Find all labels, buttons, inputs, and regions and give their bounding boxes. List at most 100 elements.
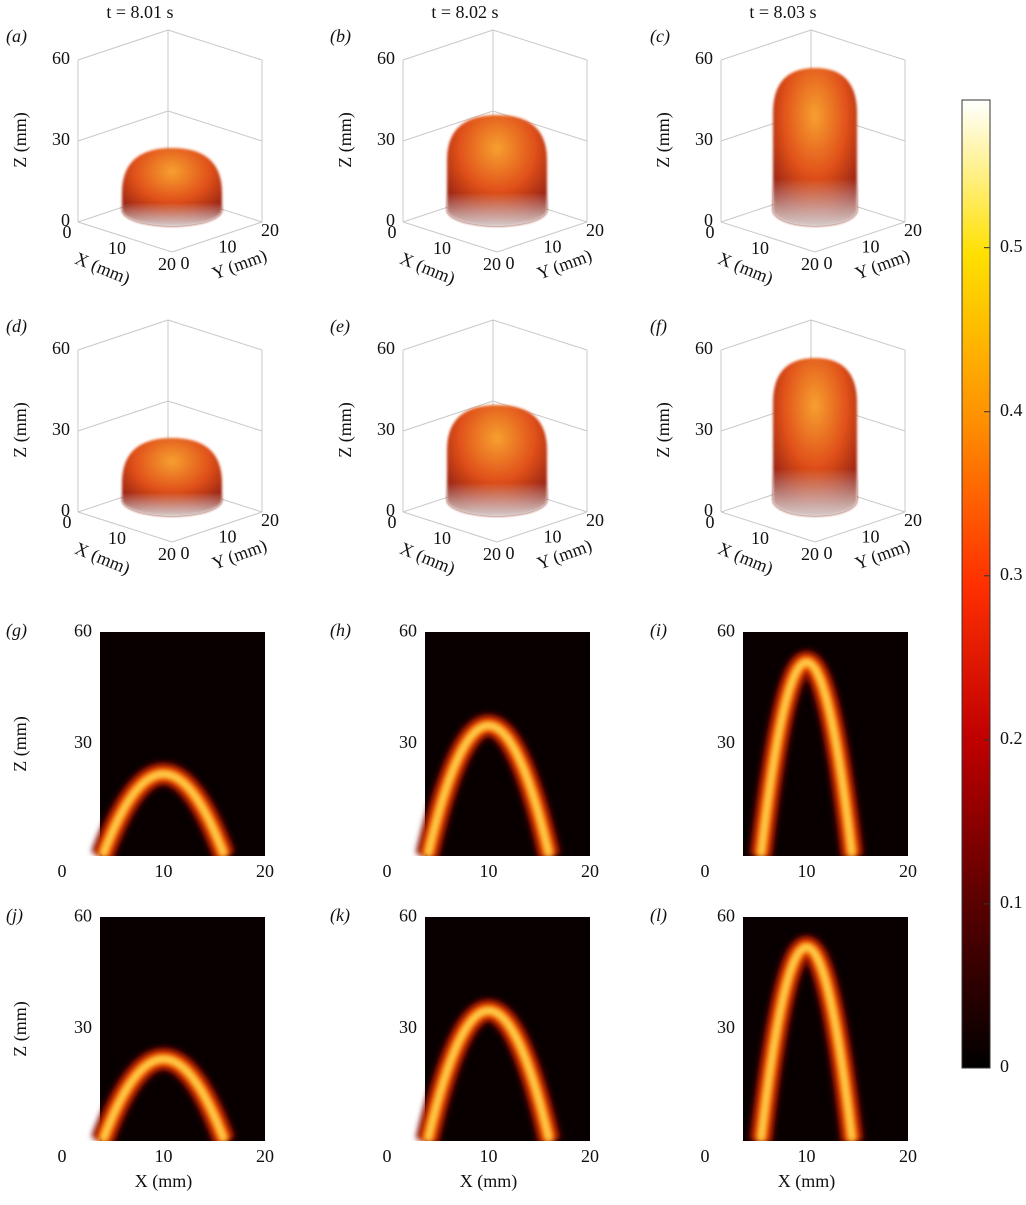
- x-tick-label: 20: [581, 861, 599, 881]
- box-line: [168, 401, 262, 431]
- y-tick-label: 10: [219, 237, 237, 257]
- panel-label: (d): [6, 316, 27, 337]
- z-axis-label: Z (mm): [335, 402, 356, 458]
- z-tick-label: 30: [717, 1017, 735, 1037]
- x-tick-label: 10: [480, 861, 498, 881]
- x-tick-label: 10: [798, 1146, 816, 1166]
- x-tick-label: 0: [706, 512, 715, 532]
- box-line: [78, 401, 168, 431]
- z-tick-label: 60: [695, 338, 713, 358]
- x-tick-label: 10: [433, 238, 451, 258]
- z-tick-label: 30: [377, 129, 395, 149]
- x-tick-label: 0: [388, 512, 397, 532]
- panel-label: (a): [6, 26, 27, 47]
- z-tick-label: 60: [399, 620, 417, 640]
- time-label: t = 8.02 s: [431, 2, 498, 22]
- z-tick-label: 60: [52, 338, 70, 358]
- y-tick-label: 0: [506, 543, 515, 563]
- y-tick-label: 0: [824, 543, 833, 563]
- x-tick-label: 10: [155, 861, 173, 881]
- z-tick-label: 60: [399, 905, 417, 925]
- plume-base: [122, 438, 222, 516]
- z-tick-label: 30: [695, 129, 713, 149]
- z-tick-label: 30: [377, 419, 395, 439]
- z-tick-label: 60: [717, 620, 735, 640]
- y-tick-label: 20: [904, 220, 922, 240]
- z-tick-label: 30: [74, 732, 92, 752]
- plume-base: [447, 405, 547, 516]
- z-tick-label: 60: [74, 620, 92, 640]
- colorbar-tick-label: 0: [1000, 1056, 1009, 1076]
- z-tick-label: 60: [695, 48, 713, 68]
- box-line: [78, 320, 168, 350]
- z-tick-label: 30: [52, 129, 70, 149]
- x-tick-label: 0: [701, 1146, 710, 1166]
- box-line: [815, 222, 905, 252]
- y-tick-label: 20: [261, 220, 279, 240]
- x-tick-label: 10: [433, 528, 451, 548]
- z-axis-label: Z (mm): [10, 1001, 31, 1057]
- x-axis-label: X (mm): [460, 1171, 518, 1192]
- z-axis-label: Z (mm): [653, 112, 674, 168]
- z-tick-label: 60: [52, 48, 70, 68]
- z-tick-label: 30: [399, 732, 417, 752]
- z-tick-label: 30: [52, 419, 70, 439]
- page: Figure html, body { margin: 0; padding: …: [0, 0, 1026, 1200]
- panel-label: (j): [6, 905, 23, 926]
- box-line: [811, 320, 905, 350]
- z-tick-label: 60: [74, 905, 92, 925]
- time-label: t = 8.01 s: [106, 2, 173, 22]
- x-tick-label: 10: [108, 238, 126, 258]
- box-line: [811, 30, 905, 60]
- x-tick-label: 20: [256, 861, 274, 881]
- panel-label: (b): [330, 26, 351, 47]
- x-tick-label: 20: [483, 544, 501, 564]
- x-tick-label: 0: [63, 512, 72, 532]
- plume-base: [773, 68, 857, 226]
- z-axis-label: Z (mm): [335, 112, 356, 168]
- plume-base: [122, 148, 222, 226]
- panel-label: (c): [650, 26, 670, 47]
- y-tick-label: 0: [824, 253, 833, 273]
- x-tick-label: 0: [706, 222, 715, 242]
- box-line: [172, 512, 262, 542]
- y-tick-label: 10: [862, 527, 880, 547]
- x-axis-label: X (mm): [778, 1171, 836, 1192]
- colorbar-tick-label: 0.5: [1000, 236, 1023, 256]
- y-tick-label: 10: [544, 527, 562, 547]
- plume-base: [773, 358, 857, 516]
- x-tick-label: 10: [751, 238, 769, 258]
- y-tick-label: 20: [586, 510, 604, 530]
- panel-label: (k): [330, 905, 350, 926]
- x-tick-label: 20: [899, 1146, 917, 1166]
- box-line: [721, 320, 811, 350]
- x-tick-label: 10: [751, 528, 769, 548]
- y-tick-label: 20: [904, 510, 922, 530]
- box-line: [78, 30, 168, 60]
- plume-base: [447, 115, 547, 226]
- x-tick-label: 10: [108, 528, 126, 548]
- x-tick-label: 20: [483, 254, 501, 274]
- box-line: [721, 30, 811, 60]
- z-axis-label: Z (mm): [10, 402, 31, 458]
- box-line: [168, 111, 262, 141]
- colorbar-tick-label: 0.1: [1000, 892, 1023, 912]
- x-tick-label: 0: [383, 1146, 392, 1166]
- y-tick-label: 0: [181, 253, 190, 273]
- panel-label: (e): [330, 316, 350, 337]
- z-axis-label: Z (mm): [653, 402, 674, 458]
- panel-label: (g): [6, 620, 27, 641]
- box-line: [78, 111, 168, 141]
- y-tick-label: 10: [544, 237, 562, 257]
- y-tick-label: 20: [586, 220, 604, 240]
- z-tick-label: 60: [377, 338, 395, 358]
- box-line: [493, 30, 587, 60]
- z-tick-label: 60: [377, 48, 395, 68]
- x-tick-label: 20: [256, 1146, 274, 1166]
- y-tick-label: 10: [862, 237, 880, 257]
- time-label: t = 8.03 s: [749, 2, 816, 22]
- box-line: [172, 222, 262, 252]
- z-axis-label: Z (mm): [10, 716, 31, 772]
- box-line: [497, 222, 587, 252]
- x-tick-label: 10: [798, 861, 816, 881]
